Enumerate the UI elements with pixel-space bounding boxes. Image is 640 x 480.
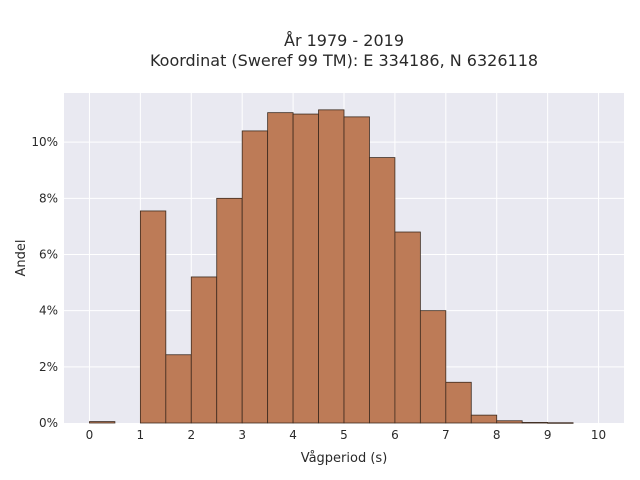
- histogram-bar: [343, 116, 370, 424]
- chart-title-line-2: Koordinat (Sweref 99 TM): E 334186, N 63…: [150, 51, 538, 70]
- histogram-bar: [216, 197, 243, 424]
- y-axis-ticks: 0% 2% 4% 6% 8% 10%: [31, 135, 58, 430]
- histogram-bar: [445, 381, 472, 424]
- y-axis-label: Andel: [14, 240, 29, 277]
- histogram-bar: [521, 422, 549, 424]
- y-tick-label: 4%: [39, 304, 58, 318]
- histogram-bar: [547, 422, 574, 424]
- x-tick-label: 10: [591, 428, 606, 442]
- histogram-bar: [394, 231, 421, 424]
- histogram-bar: [89, 421, 116, 424]
- histogram-bar: [292, 113, 319, 424]
- x-tick-label: 5: [340, 428, 348, 442]
- x-tick-label: 1: [137, 428, 145, 442]
- x-tick-label: 2: [187, 428, 195, 442]
- y-tick-label: 2%: [39, 360, 58, 374]
- x-axis-ticks: 0 1 2 3 4 5 6 7 8 9 10: [86, 428, 607, 442]
- histogram-bars: [89, 109, 574, 424]
- x-axis-label: Vågperiod (s): [301, 451, 388, 466]
- x-tick-label: 9: [544, 428, 552, 442]
- chart-title-line-1: År 1979 - 2019: [284, 31, 404, 50]
- histogram-bar: [470, 414, 498, 424]
- histogram-bar: [419, 310, 447, 424]
- histogram-bar: [139, 210, 167, 424]
- x-tick-label: 0: [86, 428, 94, 442]
- x-tick-label: 4: [289, 428, 297, 442]
- histogram-bar: [267, 112, 294, 424]
- histogram-bar: [369, 157, 396, 424]
- y-tick-label: 0%: [39, 416, 58, 430]
- x-tick-label: 8: [493, 428, 501, 442]
- histogram-bar: [496, 420, 523, 424]
- histogram-bar: [318, 109, 345, 424]
- y-tick-label: 8%: [39, 191, 58, 205]
- x-tick-label: 3: [238, 428, 246, 442]
- histogram-bar: [165, 354, 192, 424]
- histogram-bar: [241, 130, 269, 424]
- x-tick-label: 6: [391, 428, 399, 442]
- y-tick-label: 6%: [39, 247, 58, 261]
- x-tick-label: 7: [442, 428, 450, 442]
- y-tick-label: 10%: [31, 135, 58, 149]
- histogram-bar: [190, 276, 218, 424]
